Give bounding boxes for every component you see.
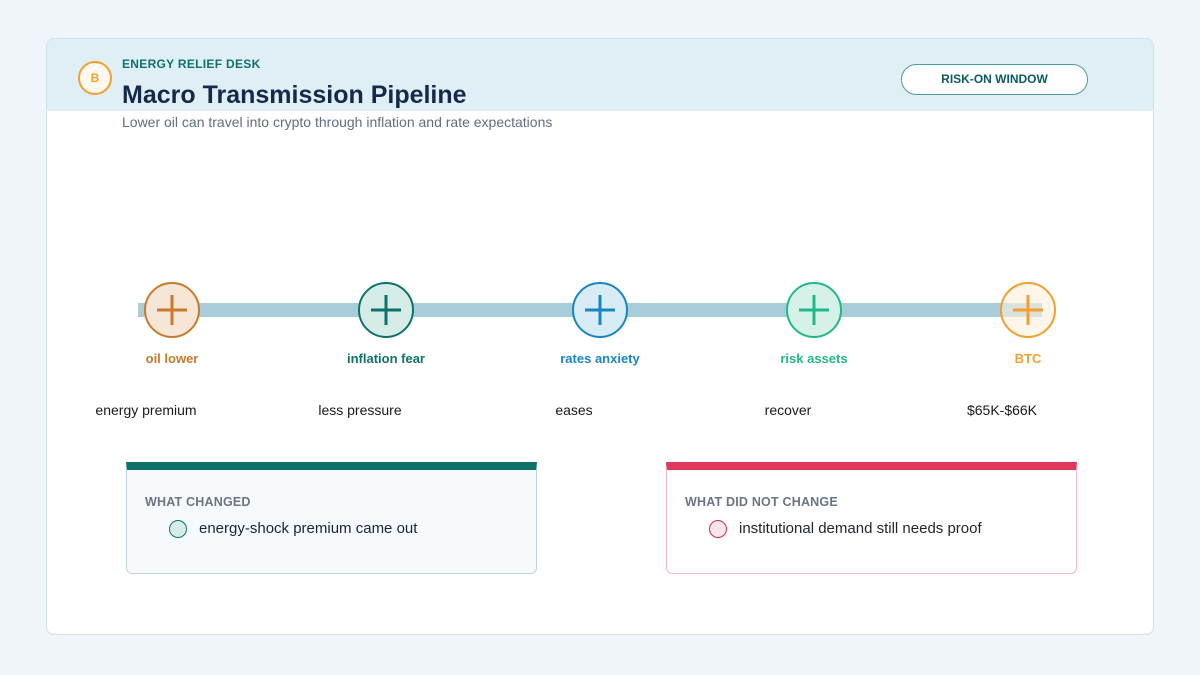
node-caption: $65K-$66K: [967, 402, 1038, 418]
node-label: BTC: [1015, 351, 1042, 366]
node-caption: recover: [765, 402, 812, 418]
badge: B: [78, 61, 112, 95]
node-label: risk assets: [780, 351, 847, 366]
node-label: inflation fear: [347, 351, 425, 366]
dot: [709, 520, 727, 538]
node-label: rates anxiety: [560, 351, 640, 366]
node-caption: less pressure: [318, 402, 401, 418]
node-caption: eases: [555, 402, 592, 418]
title: Macro Transmission Pipeline: [122, 81, 467, 109]
card-item: energy-shock premium came out: [199, 520, 418, 537]
eyebrow: ENERGY RELIEF DESK: [122, 57, 261, 71]
node-label: oil lower: [146, 351, 199, 366]
card-title: WHAT CHANGED: [145, 495, 251, 509]
status-pill[interactable]: RISK-ON WINDOW: [901, 64, 1088, 95]
dot: [169, 520, 187, 538]
card: WHAT DID NOT CHANGE institutional demand…: [666, 462, 1077, 574]
card-title: WHAT DID NOT CHANGE: [685, 495, 838, 509]
subtitle: Lower oil can travel into crypto through…: [122, 114, 553, 130]
node-caption: energy premium: [95, 402, 196, 418]
card: WHAT CHANGED energy-shock premium came o…: [126, 462, 537, 574]
card-item: institutional demand still needs proof: [739, 520, 982, 537]
